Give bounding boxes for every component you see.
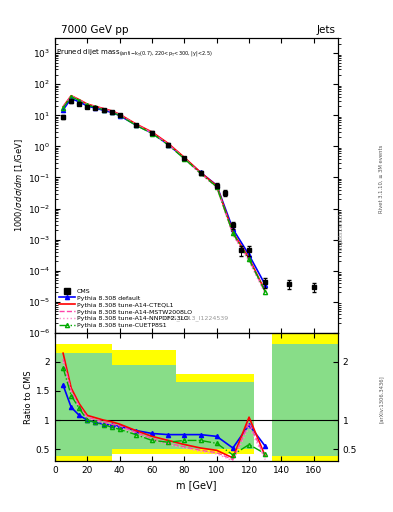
Text: [arXiv:1306.3436]: [arXiv:1306.3436] [379, 375, 384, 423]
Text: CMS_2013_I1224539: CMS_2013_I1224539 [164, 315, 229, 321]
Y-axis label: $1000/\sigma\,d\sigma/dm\ \mathrm{[1/GeV]}$: $1000/\sigma\,d\sigma/dm\ \mathrm{[1/GeV… [13, 139, 25, 232]
X-axis label: m [GeV]: m [GeV] [176, 480, 217, 490]
Y-axis label: Ratio to CMS: Ratio to CMS [24, 370, 33, 423]
Text: Rivet 3.1.10, ≥ 3M events: Rivet 3.1.10, ≥ 3M events [379, 145, 384, 214]
Text: 7000 GeV pp: 7000 GeV pp [61, 25, 129, 35]
Text: Pruned dijet mass$_{\mathregular{(anti\!-\!k_T(0.7),\,220\!<\!p_T\!<\!300,\,|y|\: Pruned dijet mass$_{\mathregular{(anti\!… [56, 47, 213, 59]
Text: mcplots.cern.ch: mcplots.cern.ch [339, 211, 344, 250]
Text: Jets: Jets [317, 25, 336, 35]
Legend: CMS, Pythia 8.308 default, Pythia 8.308 tune-A14-CTEQL1, Pythia 8.308 tune-A14-M: CMS, Pythia 8.308 default, Pythia 8.308 … [57, 286, 195, 331]
